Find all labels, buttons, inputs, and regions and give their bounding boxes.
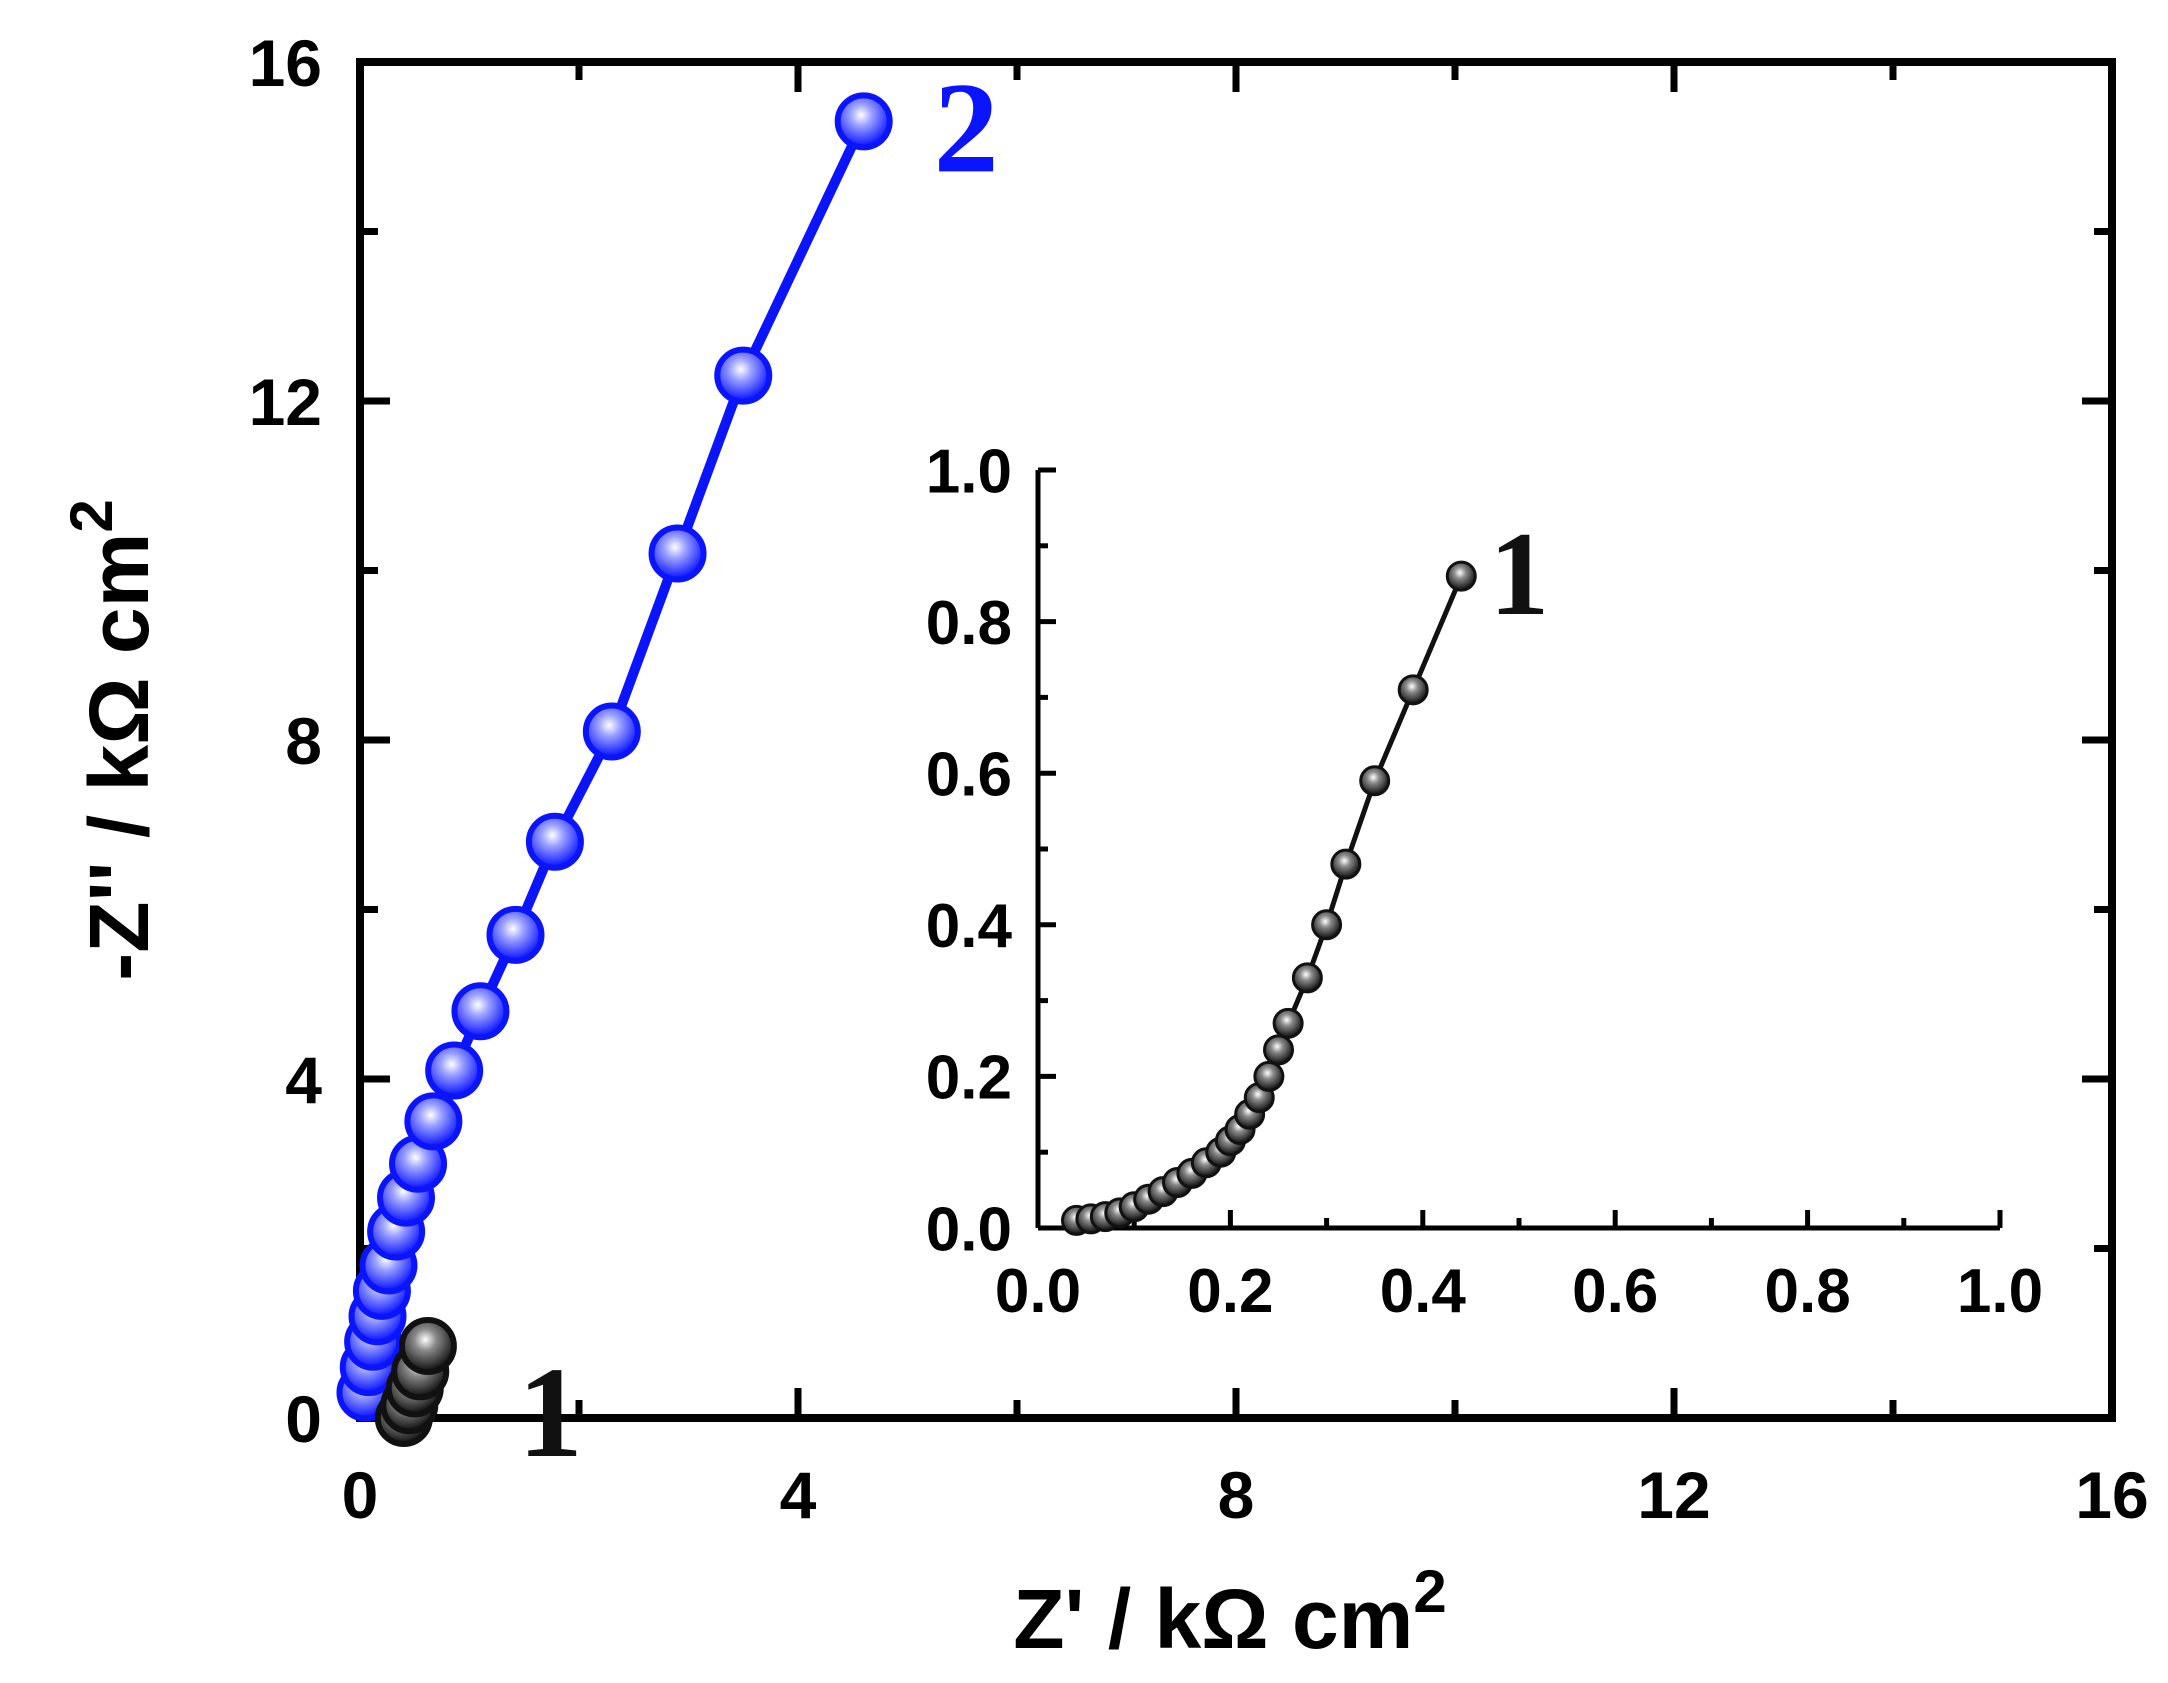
y-tick-label: 0.8 bbox=[926, 589, 1012, 658]
y-tick-label: 0.0 bbox=[926, 1195, 1012, 1264]
series-2-point bbox=[451, 982, 510, 1041]
y-tick-label: 8 bbox=[285, 704, 322, 778]
x-tick-label: 1.0 bbox=[1957, 1257, 2043, 1326]
series-1-point bbox=[398, 1316, 457, 1375]
series-1-point bbox=[1445, 560, 1477, 592]
x-axis-title: Z' / kΩ cm2 bbox=[1013, 1558, 1446, 1666]
x-tick-label: 0 bbox=[342, 1458, 379, 1532]
y-tick-label: 12 bbox=[249, 365, 322, 439]
y-tick-label: 0.6 bbox=[926, 741, 1012, 810]
x-tick-label: 0.0 bbox=[995, 1257, 1081, 1326]
series-2-point bbox=[582, 702, 641, 761]
series-2-point bbox=[648, 524, 707, 583]
series-1: 1 bbox=[1060, 507, 1549, 1236]
x-tick-label: 0.4 bbox=[1380, 1257, 1467, 1326]
series-1-point bbox=[1291, 962, 1323, 994]
series-1-point bbox=[1272, 1007, 1304, 1039]
x-tick-label: 4 bbox=[780, 1458, 817, 1532]
series-1-label: 1 bbox=[518, 1341, 583, 1485]
y-tick-label: 0.4 bbox=[926, 892, 1013, 961]
series-1-point bbox=[1263, 1034, 1294, 1066]
y-axis-title: -Z'' / kΩ cm2 bbox=[58, 499, 166, 980]
series-1-line bbox=[1073, 573, 1464, 1223]
y-tick-label: 0 bbox=[285, 1382, 322, 1456]
x-tick-label: 16 bbox=[2075, 1458, 2148, 1532]
x-tick-label: 12 bbox=[1637, 1458, 1710, 1532]
series-1-point bbox=[1330, 848, 1362, 880]
series-1-label: 1 bbox=[1489, 507, 1549, 640]
y-tick-label: 1.0 bbox=[926, 437, 1012, 506]
series-2: 2 bbox=[336, 56, 999, 1422]
series-2-point bbox=[425, 1041, 484, 1100]
y-tick-label: 0.2 bbox=[926, 1044, 1012, 1113]
y-axis-title-superscript: 2 bbox=[58, 499, 125, 532]
x-tick-label: 8 bbox=[1218, 1458, 1255, 1532]
x-tick-label: 0.2 bbox=[1187, 1257, 1273, 1326]
series-1-point bbox=[1359, 765, 1391, 797]
x-axis-title-text: Z' / kΩ cm bbox=[1013, 1572, 1413, 1666]
series-2-point bbox=[714, 346, 773, 405]
series-2-label: 2 bbox=[934, 56, 999, 200]
y-axis-title-text: -Z'' / kΩ cm bbox=[72, 533, 166, 981]
series-1-point bbox=[1311, 909, 1343, 941]
series-1-point bbox=[1253, 1060, 1285, 1092]
x-tick-label: 0.8 bbox=[1764, 1257, 1850, 1326]
series-2-point bbox=[404, 1092, 463, 1151]
inset-plot: 0.0 0.2 0.4 0.6 0.8 1.0 0.0 0.2 0.4 0.6 0.8 1.0 1 bbox=[926, 437, 2043, 1326]
series-2-point bbox=[834, 92, 893, 151]
x-tick-label: 0.6 bbox=[1572, 1257, 1658, 1326]
series-1: 1 bbox=[374, 1316, 583, 1485]
series-1-point bbox=[1397, 674, 1429, 706]
y-tick-label: 4 bbox=[285, 1043, 322, 1117]
y-tick-label: 16 bbox=[249, 26, 322, 100]
series-2-point bbox=[525, 812, 584, 871]
series-2-point bbox=[486, 905, 545, 964]
x-axis-title-superscript: 2 bbox=[1413, 1558, 1446, 1625]
